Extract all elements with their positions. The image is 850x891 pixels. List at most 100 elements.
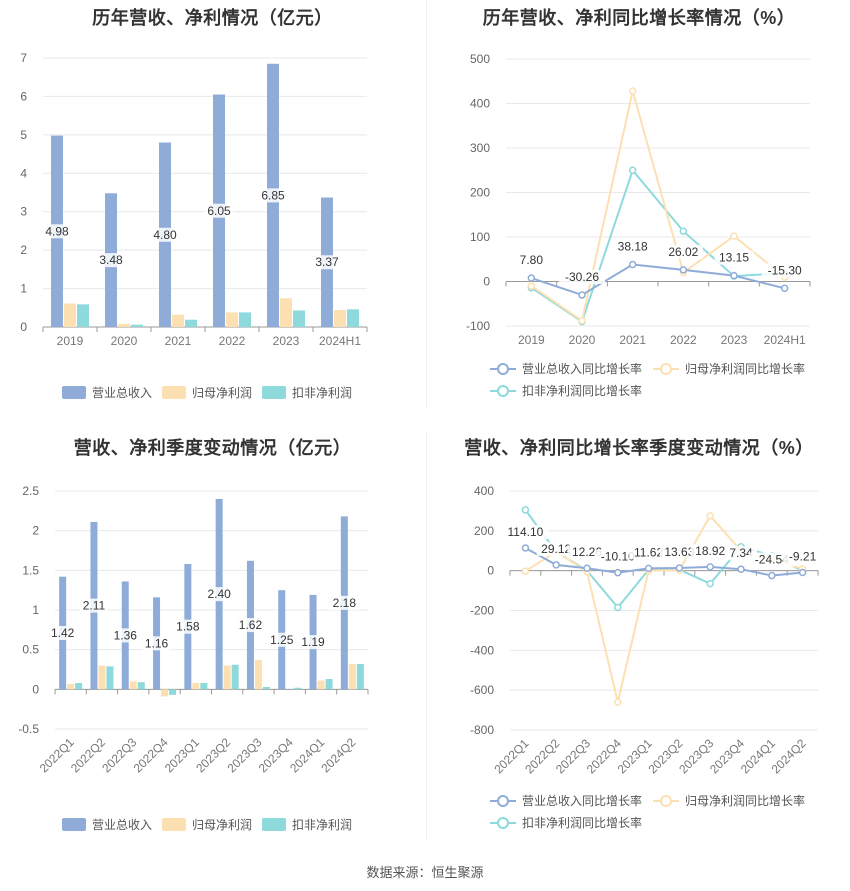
y-tick-label: 200 — [470, 186, 490, 200]
data-label: 6.85 — [261, 188, 285, 202]
y-tick-label: 1 — [20, 282, 27, 296]
y-tick-label: 400 — [474, 484, 494, 498]
legend-item[interactable]: 归母净利润同比增长率 — [653, 360, 805, 377]
data-point — [614, 568, 622, 577]
net-profit-bar — [317, 680, 325, 690]
net-profit-bar — [67, 683, 75, 690]
legend-item[interactable]: 营业总收入 — [62, 384, 152, 401]
annual-revenue-profit-chart: 历年营收、净利情况（亿元） 0 1 2 3 4 5 6 7 2019 2020 2021 2022 20… — [0, 0, 425, 430]
data-label-bg — [330, 595, 359, 610]
data-label: 3.37 — [315, 255, 339, 269]
legend-item[interactable]: 营业总收入 — [62, 816, 152, 833]
legend-item[interactable]: 归母净利润 — [162, 816, 252, 833]
y-tick-label: 300 — [470, 141, 490, 155]
annual-growth-rate-chart: 历年营收、净利同比增长率情况（%） -100 0 100 200 300 400 500 20… — [428, 0, 850, 430]
data-label: 6.05 — [207, 204, 231, 218]
y-tick-label: -600 — [470, 683, 494, 697]
net-profit-bar — [192, 682, 200, 690]
x-tick-label: 2021 — [165, 334, 192, 348]
data-label: 11.62 — [634, 545, 663, 559]
legend-line-swatch — [490, 362, 516, 375]
legend-item[interactable]: 归母净利润同比增长率 — [653, 792, 805, 809]
deducted-profit-bar — [262, 686, 270, 690]
legend-label: 扣非净利润同比增长率 — [522, 384, 643, 398]
y-tick-label: 3 — [20, 205, 27, 219]
data-label-bg — [714, 250, 754, 265]
data-point — [578, 316, 586, 325]
data-point — [578, 291, 586, 299]
y-tick-label: 0 — [487, 564, 494, 578]
x-tick-label: 2019 — [57, 334, 84, 348]
data-label: 2.11 — [83, 599, 106, 613]
deducted-profit-bar — [185, 319, 197, 327]
data-source-footer: 数据来源：恒生聚源 — [366, 865, 484, 880]
data-label-bg — [690, 543, 730, 558]
legend-item[interactable]: 归母净利润 — [162, 384, 252, 401]
data-point — [730, 271, 738, 280]
data-label: 7.34 — [729, 546, 753, 560]
data-label-bg — [151, 227, 179, 242]
data-label: 1.62 — [239, 618, 263, 632]
net-profit-bar — [129, 681, 137, 690]
data-point — [780, 284, 789, 293]
data-label-bg — [663, 244, 703, 259]
data-point — [614, 603, 622, 612]
legend-item[interactable]: 扣非净利润 — [262, 384, 352, 401]
data-label-bg — [629, 545, 669, 560]
legend-item[interactable]: 营业总收入同比增长率 — [490, 360, 642, 377]
data-label-bg — [783, 549, 823, 564]
annual-line-plot: -100 0 100 200 300 400 500 2019 2020 2021 2022 2023… — [466, 52, 811, 347]
legend-item[interactable]: 扣非净利润同比增长率 — [490, 814, 642, 831]
data-label-bg — [205, 587, 234, 602]
data-label: 13.15 — [719, 251, 749, 265]
legend-color-swatch — [162, 386, 186, 399]
data-point — [737, 565, 745, 573]
y-tick-label: -200 — [470, 604, 494, 618]
legend-item[interactable]: 扣非净利润 — [262, 816, 352, 833]
legend-label: 归母净利润 — [192, 818, 253, 832]
y-tick-label: 200 — [474, 524, 494, 538]
legend-line-swatch — [653, 794, 679, 807]
y-tick-label: 2.5 — [22, 484, 39, 498]
net-profit-bar — [334, 310, 346, 327]
y-tick-label: 6 — [20, 89, 27, 103]
data-label: 1.42 — [51, 626, 75, 640]
y-tick-label: 5 — [20, 128, 27, 142]
data-label-bg — [613, 239, 653, 254]
y-tick-label: 400 — [470, 97, 490, 111]
legend-label: 归母净利润同比增长率 — [685, 362, 806, 376]
data-label-bg — [536, 541, 576, 556]
deducted-profit-bar — [356, 663, 364, 690]
net-profit-bar — [254, 659, 262, 690]
data-label: 3.48 — [99, 253, 123, 267]
revenue-growth-line — [524, 547, 803, 577]
x-tick-label: 2024H1 — [764, 333, 806, 347]
data-label-bg — [515, 253, 548, 268]
deducted-profit-bar — [293, 310, 305, 327]
y-tick-label: 4 — [20, 166, 27, 180]
data-point — [679, 227, 688, 235]
legend-color-swatch — [162, 818, 186, 831]
legend-item[interactable]: 营业总收入同比增长率 — [490, 792, 642, 809]
data-label-bg — [299, 635, 328, 650]
legend-item[interactable]: 扣非净利润同比增长率 — [490, 382, 642, 399]
data-label: 26.02 — [668, 245, 698, 259]
data-label-bg — [142, 636, 171, 651]
legend-color-swatch — [62, 386, 86, 399]
data-label: 1.19 — [301, 635, 325, 649]
y-tick-label: -800 — [470, 723, 494, 737]
legend: 营业总收入同比增长率 归母净利润同比增长率扣非净利润同比增长率 — [428, 358, 850, 408]
data-label: -24.54 — [755, 553, 789, 567]
legend: 营业总收入 归母净利润 扣非净利润 — [0, 814, 425, 844]
legend-line-swatch — [653, 362, 679, 375]
data-label-bg — [97, 253, 125, 268]
net-profit-growth-line — [530, 90, 786, 323]
y-tick-label: 2 — [20, 243, 27, 257]
data-label-bg — [313, 255, 341, 270]
deducted-profit-bar — [200, 682, 208, 690]
x-tick-label: 2024Q2 — [318, 735, 358, 775]
x-tick-label: 2023 — [721, 333, 748, 347]
data-point — [552, 561, 560, 569]
data-point — [527, 282, 536, 290]
legend: 营业总收入 归母净利润 扣非净利润 — [0, 382, 425, 412]
